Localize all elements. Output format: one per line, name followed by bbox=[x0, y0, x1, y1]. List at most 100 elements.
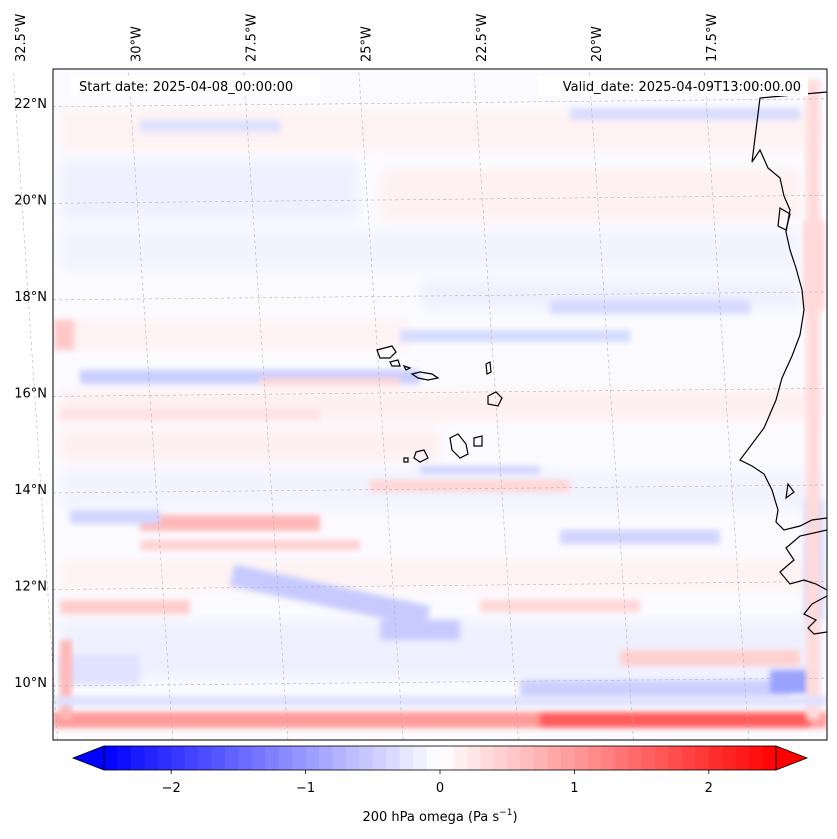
colorbar-segment-0 bbox=[104, 746, 118, 770]
colorbar-segment-23 bbox=[413, 746, 428, 770]
map-frame bbox=[52, 68, 828, 741]
colorbar-segment-31 bbox=[520, 746, 535, 770]
colorbar-segment-42 bbox=[668, 746, 683, 770]
colorbar-segment-1 bbox=[117, 746, 132, 770]
lon-tick-label-6: 17.5°W bbox=[705, 14, 720, 62]
start-date-box bbox=[70, 76, 320, 96]
omega-field bbox=[53, 80, 827, 728]
colorbar-segment-32 bbox=[534, 746, 549, 770]
colorbar-segment-18 bbox=[345, 746, 360, 770]
colorbar-tick-label-4: 2 bbox=[705, 781, 713, 796]
lon-tick-label-4: 22.5°W bbox=[475, 14, 490, 62]
colorbar-segments bbox=[104, 746, 777, 770]
colorbar-segment-22 bbox=[399, 746, 414, 770]
lon-tick-label-1: 30°W bbox=[129, 26, 144, 62]
colorbar-segment-48 bbox=[749, 746, 764, 770]
island-maio bbox=[473, 435, 483, 447]
senegal-gambia-coast bbox=[779, 529, 827, 591]
colorbar-label: 200 hPa omega (Pa s−1) bbox=[362, 808, 517, 825]
arguin-islands bbox=[785, 482, 795, 500]
colorbar-segment-7 bbox=[198, 746, 213, 770]
colorbar-segment-5 bbox=[171, 746, 186, 770]
lon-tick-label-2: 27.5°W bbox=[244, 14, 259, 62]
map-gridlines bbox=[12, 68, 828, 741]
colorbar-segment-8 bbox=[211, 746, 226, 770]
guinea-bissau-coast bbox=[803, 595, 827, 635]
colorbar-segment-12 bbox=[265, 746, 280, 770]
colorbar-label-main: 200 hPa omega (Pa s bbox=[362, 810, 499, 825]
meridian-line-2 bbox=[243, 68, 289, 741]
colorbar-segment-43 bbox=[681, 746, 696, 770]
colorbar-segment-16 bbox=[319, 746, 333, 770]
colorbar-segment-44 bbox=[695, 746, 710, 770]
valid-date-label: Valid_date: 2025-04-09T13:00:00.00 bbox=[563, 80, 801, 95]
colorbar-segment-3 bbox=[144, 746, 159, 770]
island-sal bbox=[485, 361, 492, 375]
colorbar-segment-39 bbox=[628, 746, 643, 770]
colorbar-segment-21 bbox=[386, 746, 401, 770]
colorbar: −2 −1 0 1 2 200 hPa omega (Pa s−1) bbox=[71, 745, 809, 825]
lat-tick-label-6: 10°N bbox=[14, 676, 47, 691]
lat-tick-label-2: 18°N bbox=[14, 290, 47, 305]
west-coast-islands bbox=[777, 207, 791, 231]
colorbar-segment-34 bbox=[560, 746, 575, 770]
colorbar-segment-13 bbox=[278, 746, 293, 770]
lat-tick-label-3: 16°N bbox=[14, 386, 47, 401]
colorbar-segment-20 bbox=[372, 746, 387, 770]
lon-tick-label-5: 20°W bbox=[590, 26, 605, 62]
colorbar-segment-19 bbox=[359, 746, 374, 770]
colorbar-segment-28 bbox=[480, 746, 495, 770]
colorbar-tick-label-1: −1 bbox=[296, 781, 315, 796]
coastline bbox=[739, 91, 827, 635]
colorbar-segment-24 bbox=[426, 746, 441, 770]
island-brava bbox=[403, 457, 409, 463]
colorbar-segment-25 bbox=[440, 746, 454, 770]
colorbar-segment-27 bbox=[466, 746, 481, 770]
colorbar-segment-9 bbox=[224, 746, 239, 770]
colorbar-label-end: ) bbox=[512, 810, 517, 825]
lat-tick-label-5: 12°N bbox=[14, 580, 47, 595]
colorbar-segment-10 bbox=[238, 746, 253, 770]
colorbar-segment-40 bbox=[641, 746, 656, 770]
colorbar-tick-label-0: −2 bbox=[162, 781, 181, 796]
colorbar-segment-36 bbox=[587, 746, 602, 770]
colorbar-segment-46 bbox=[722, 746, 737, 770]
africa-coast bbox=[739, 91, 827, 531]
island-sao-vicente bbox=[389, 359, 401, 367]
colorbar-tick-label-2: 0 bbox=[436, 781, 444, 796]
island-santiago bbox=[449, 433, 469, 459]
meridian-line-6 bbox=[703, 68, 749, 741]
colorbar-segment-30 bbox=[507, 746, 522, 770]
colorbar-segment-2 bbox=[130, 746, 145, 770]
colorbar-segment-49 bbox=[762, 746, 777, 770]
colorbar-segment-33 bbox=[547, 746, 562, 770]
meridian-line-5 bbox=[588, 68, 634, 741]
lon-tick-label-3: 25°W bbox=[360, 26, 375, 62]
island-sao-nicolau bbox=[410, 371, 440, 381]
colorbar-segment-4 bbox=[157, 746, 172, 770]
map-plot-area: Start date: 2025-04-08_00:00:00 Valid_da… bbox=[12, 68, 828, 741]
latitude-tick-labels: 22°N 20°N 18°N 16°N 14°N 12°N 10°N bbox=[14, 97, 47, 691]
colorbar-segment-26 bbox=[453, 746, 468, 770]
lat-tick-label-0: 22°N bbox=[14, 97, 47, 112]
colorbar-segment-15 bbox=[305, 746, 320, 770]
colorbar-segment-47 bbox=[735, 746, 750, 770]
lat-tick-label-1: 20°N bbox=[14, 193, 47, 208]
meridian-line-3 bbox=[358, 68, 404, 741]
colorbar-segment-35 bbox=[574, 746, 589, 770]
colorbar-segment-11 bbox=[251, 746, 266, 770]
colorbar-max-extension bbox=[775, 745, 809, 771]
colorbar-segment-37 bbox=[601, 746, 616, 770]
island-fogo bbox=[413, 449, 429, 463]
meridian-line-0 bbox=[12, 68, 58, 741]
colorbar-segment-14 bbox=[292, 746, 307, 770]
island-santo-antao bbox=[376, 345, 397, 359]
colorbar-segment-38 bbox=[614, 746, 629, 770]
colorbar-segment-45 bbox=[708, 746, 723, 770]
colorbar-label-sup: −1 bbox=[499, 808, 512, 818]
colorbar-segment-6 bbox=[184, 746, 199, 770]
valid-date-box bbox=[538, 76, 808, 96]
cape-verde-islands bbox=[376, 345, 503, 463]
island-santa-luzia bbox=[402, 364, 412, 371]
